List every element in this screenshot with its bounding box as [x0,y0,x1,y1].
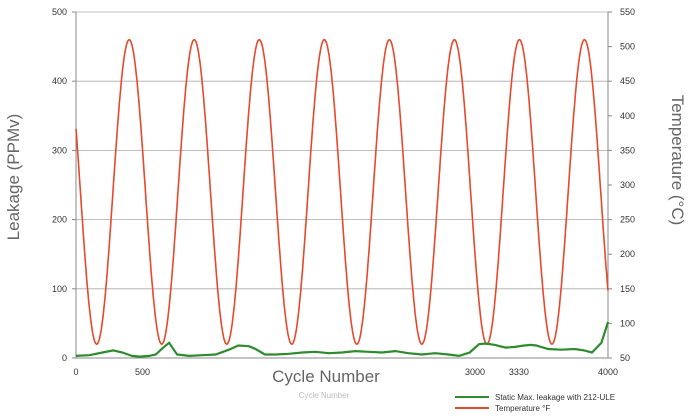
series-temperature-line [75,38,609,346]
gridlines [76,11,608,359]
y2-tick-label: 100 [620,318,635,328]
x-tick-label: 4000 [598,367,618,377]
y2-tick-label: 150 [620,284,635,294]
y-tick-label: 500 [52,7,67,17]
x-axis-ticks: 0 500 3000 3330 4000 [73,367,618,377]
y2-tick-label: 200 [620,249,635,259]
y2-tick-label: 350 [620,145,635,155]
y-tick-label: 200 [52,215,67,225]
y-tick-label: 300 [52,145,67,155]
x-tick-label: 500 [135,367,150,377]
y2-axis-title: Temperature (°C) [668,95,687,226]
y-tick-label: 0 [62,353,67,363]
y2-axis-ticks: 50 100 150 200 250 300 350 400 450 500 550 [608,7,635,363]
faint-caption: Cycle Number [299,391,350,400]
x-axis-title: Cycle Number [272,367,380,386]
y2-tick-label: 450 [620,76,635,86]
y-axis-title: Leakage (PPMv) [4,114,23,241]
y-tick-label: 400 [52,76,67,86]
y2-tick-label: 250 [620,215,635,225]
series-leakage-line [75,321,610,358]
x-tick-label: 3000 [465,367,485,377]
y2-tick-label: 550 [620,7,635,17]
y2-tick-label: 400 [620,111,635,121]
axes [75,12,609,359]
y2-tick-label: 500 [620,42,635,52]
y-axis-ticks: 0 100 200 300 400 500 [52,7,76,363]
legend: Static Max. leakage with 212-ULE Tempera… [455,393,615,413]
legend-label-temperature: Temperature °F [495,404,550,413]
y-tick-label: 100 [52,284,67,294]
y2-tick-label: 300 [620,180,635,190]
legend-label-leakage: Static Max. leakage with 212-ULE [495,393,615,402]
y2-tick-label: 50 [620,353,630,363]
x-tick-label: 3330 [509,367,529,377]
x-tick-label: 0 [73,367,78,377]
